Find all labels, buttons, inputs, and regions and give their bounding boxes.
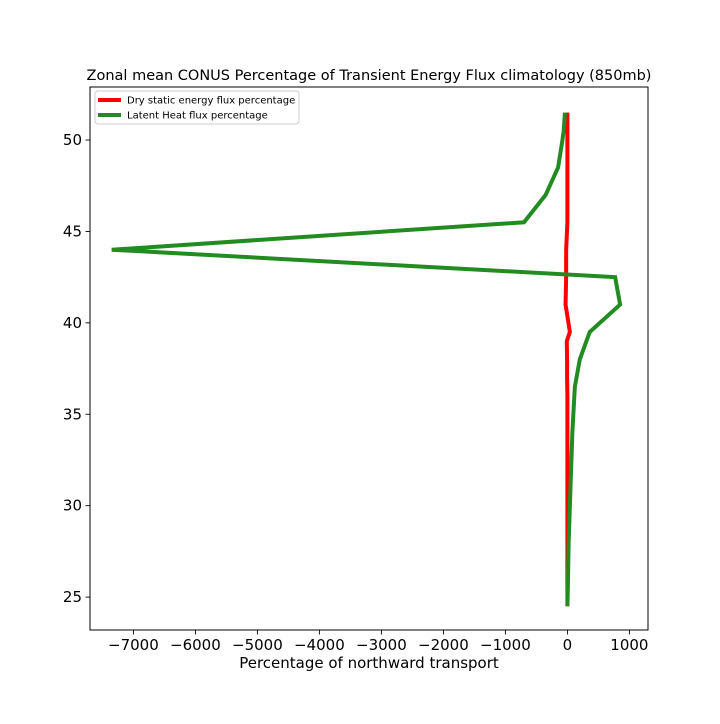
legend: Dry static energy flux percentage Latent … [94, 90, 300, 125]
chart-title: Zonal mean CONUS Percentage of Transient… [87, 68, 652, 84]
x-tick-label: −5000 [232, 636, 283, 654]
x-tick-label: −3000 [356, 636, 407, 654]
series-line-2 [111, 112, 623, 607]
x-tick-label: 1000 [610, 636, 648, 654]
x-tick-label: −2000 [418, 636, 469, 654]
x-tick-label: −6000 [170, 636, 221, 654]
legend-box [94, 90, 300, 125]
x-axis-label: Percentage of northward transport [239, 654, 499, 672]
series-line-1 [563, 112, 572, 607]
x-tick-label: −1000 [480, 636, 531, 654]
x-tick-label: −7000 [108, 636, 159, 654]
y-tick-label: 25 [63, 588, 82, 606]
y-tick-label: 45 [63, 222, 82, 240]
legend-label-1: Dry static energy flux percentage [127, 96, 295, 107]
y-tick-label: 35 [63, 405, 82, 423]
legend-label-2: Latent Heat flux percentage [127, 111, 268, 122]
plot-area [111, 112, 623, 607]
y-tick-label: 40 [63, 314, 82, 332]
y-tick-label: 30 [63, 497, 82, 515]
x-tick-label: −4000 [294, 636, 345, 654]
y-tick-label: 50 [63, 131, 82, 149]
plot-frame [89, 86, 649, 631]
x-axis: −7000 −6000 −5000 −4000 −3000 −2000 −1000 0 1000 [108, 630, 648, 654]
y-axis: 25 30 35 40 45 50 [63, 131, 90, 606]
x-tick-label: 0 [563, 636, 573, 654]
